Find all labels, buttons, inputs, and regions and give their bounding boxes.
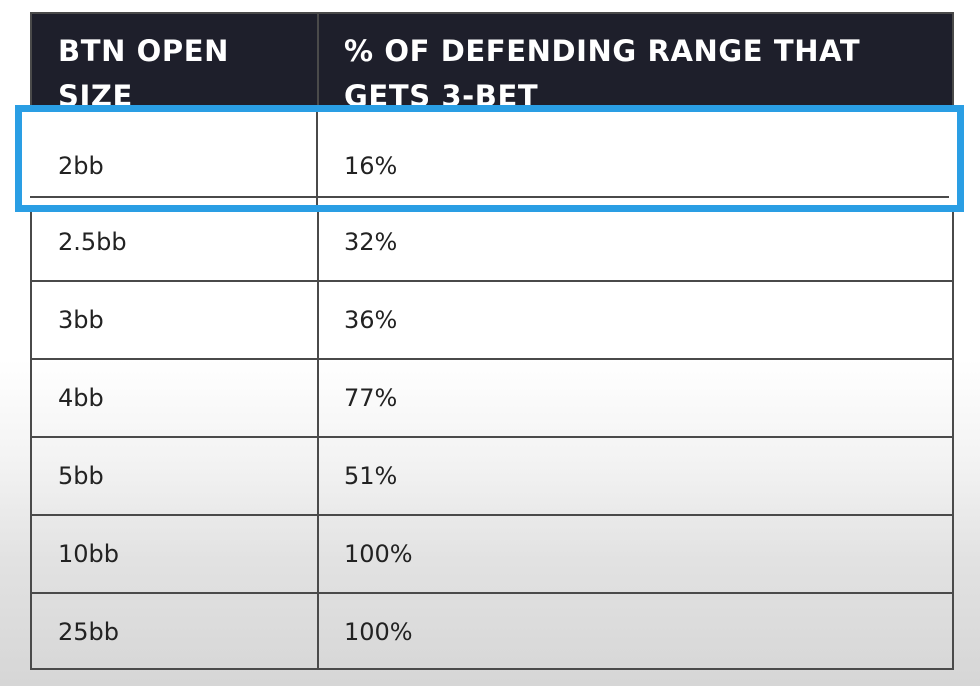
open-size-cell: 5bb [58, 462, 104, 490]
percentage-cell: 51% [344, 462, 398, 490]
open-size-cell: 4bb [58, 384, 104, 412]
column-header-3bet-percentage: % OF DEFENDING RANGE THAT GETS 3-BET [344, 34, 861, 113]
percentage-cell: 16% [344, 152, 398, 180]
open-size-cell: 2.5bb [58, 228, 127, 256]
percentage-cell: 100% [344, 540, 413, 568]
column-divider [317, 14, 319, 668]
percentage-cell: 36% [344, 306, 398, 334]
open-size-cell: 10bb [58, 540, 120, 568]
column-divider [316, 112, 318, 205]
table-row: 25bb 100% [32, 592, 952, 670]
open-size-cell: 3bb [58, 306, 104, 334]
highlighted-row: 2bb 16% [15, 105, 964, 212]
open-size-cell: 25bb [58, 618, 120, 646]
percentage-cell: 32% [344, 228, 398, 256]
percentage-cell: 100% [344, 618, 413, 646]
row-divider [30, 196, 949, 198]
open-size-cell: 2bb [58, 152, 104, 180]
table-row: 2.5bb 32% [32, 202, 952, 280]
table-row: 4bb 77% [32, 358, 952, 436]
table-row: 3bb 36% [32, 280, 952, 358]
table-row: 5bb 51% [32, 436, 952, 514]
percentage-cell: 77% [344, 384, 398, 412]
table-row: 10bb 100% [32, 514, 952, 592]
